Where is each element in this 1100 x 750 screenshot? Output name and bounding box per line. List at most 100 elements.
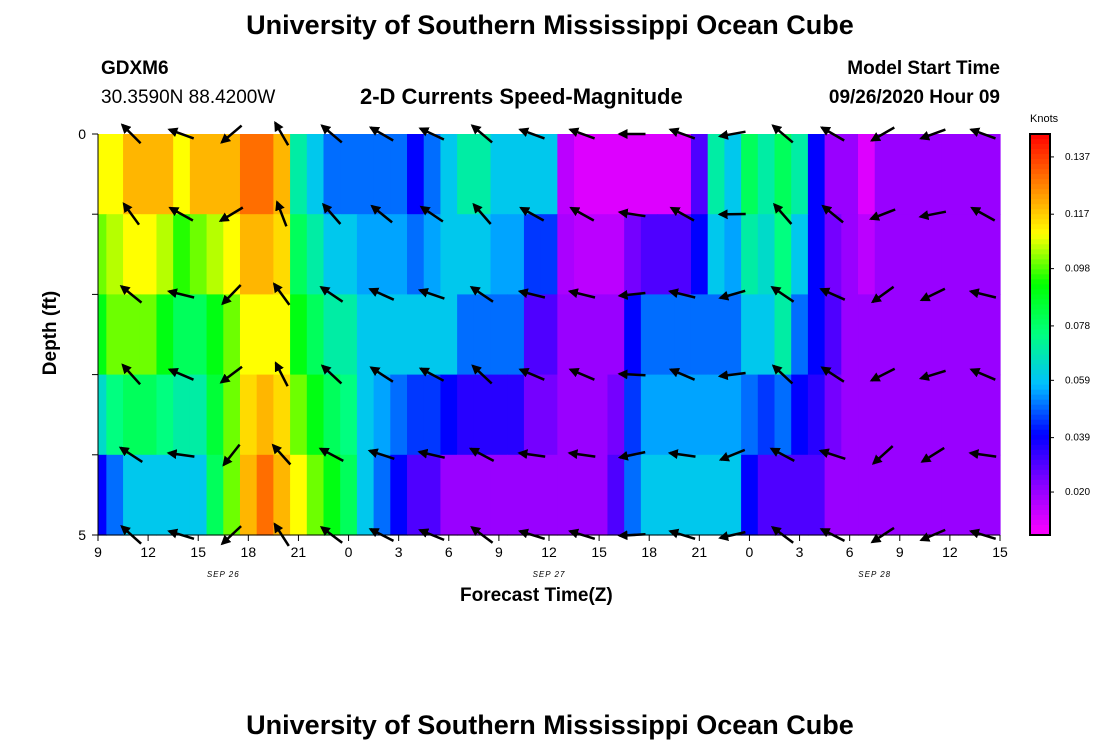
colorbar-segment	[1030, 439, 1050, 446]
colorbar-tick-label: 0.117	[1065, 209, 1090, 220]
heatmap-cell	[991, 294, 1001, 376]
current-arrow	[518, 368, 545, 381]
heatmap-cell	[189, 454, 208, 536]
current-arrow	[122, 202, 141, 226]
heatmap-cell	[340, 454, 358, 536]
heatmap-cell	[791, 294, 809, 376]
heatmap-cell	[457, 134, 475, 215]
heatmap-cell	[290, 374, 308, 456]
heatmap-cell	[991, 214, 1001, 295]
heatmap-cell	[356, 134, 375, 215]
heatmap-cell	[98, 374, 107, 456]
heatmap-cell	[908, 454, 926, 536]
colorbar-segment	[1030, 154, 1050, 160]
heatmap-cell	[774, 294, 792, 376]
current-arrow	[271, 443, 292, 466]
heatmap-cell	[223, 294, 241, 376]
heatmap-cell	[607, 134, 625, 215]
current-arrow	[417, 448, 445, 459]
heatmap-cell	[858, 214, 876, 295]
colorbar-segment	[1030, 529, 1050, 536]
heatmap-cell	[807, 134, 826, 215]
heatmap-cell	[690, 214, 709, 295]
heatmap-cell	[858, 454, 876, 536]
current-arrow	[167, 127, 195, 140]
current-arrow	[118, 446, 143, 463]
heatmap-cell	[841, 134, 859, 215]
heatmap-cell	[290, 454, 308, 536]
heatmap-cell	[490, 454, 508, 536]
heatmap-cell	[256, 294, 274, 376]
colorbar-segment	[1030, 499, 1050, 506]
heatmap-cell	[390, 214, 408, 295]
heatmap-cell	[891, 454, 909, 536]
current-arrow	[275, 200, 288, 227]
current-arrow	[772, 202, 793, 225]
current-arrow	[870, 285, 895, 304]
heatmap-cell	[841, 294, 859, 376]
current-arrow	[769, 447, 795, 463]
heatmap-cell	[390, 294, 408, 376]
current-arrow	[320, 364, 343, 385]
colorbar-segment	[1030, 319, 1050, 326]
colorbar-segment	[1030, 144, 1050, 150]
heatmap-cell	[507, 134, 525, 215]
heatmap-cell	[974, 454, 993, 536]
heatmap-cell	[156, 374, 174, 456]
heatmap-cell	[791, 134, 809, 215]
heatmap-cell	[640, 134, 659, 215]
heatmap-cell	[590, 214, 609, 295]
current-arrow	[869, 208, 896, 221]
current-arrow	[370, 204, 393, 224]
heatmap-cell	[874, 454, 893, 536]
heatmap-cell	[590, 454, 609, 536]
colorbar-segment	[1030, 479, 1050, 486]
heatmap-cell	[624, 374, 642, 456]
heatmap-cell	[523, 374, 542, 456]
x-tick-label: 6	[445, 544, 453, 560]
current-arrow	[918, 210, 947, 221]
heatmap-cell	[974, 214, 993, 295]
x-tick-label: 12	[140, 544, 156, 560]
heatmap-cell	[924, 294, 943, 376]
heatmap-cell	[256, 214, 274, 295]
heatmap-cell	[707, 214, 725, 295]
heatmap-cell	[256, 454, 274, 536]
heatmap-cell	[457, 214, 475, 295]
heatmap-cell	[390, 374, 408, 456]
current-arrow	[569, 206, 595, 222]
colorbar-segment	[1030, 184, 1050, 190]
heatmap-cell	[457, 294, 475, 376]
heatmap-cell	[557, 134, 575, 215]
y-tick-label: 0	[78, 126, 86, 142]
heatmap-cell	[323, 134, 341, 215]
current-arrow	[617, 369, 646, 380]
colorbar-segment	[1030, 384, 1050, 391]
current-arrow	[818, 448, 846, 460]
colorbar-segment	[1030, 289, 1050, 295]
current-arrow	[418, 367, 445, 382]
colorbar-units: Knots	[1030, 113, 1059, 125]
colorbar-segment	[1030, 294, 1050, 301]
heatmap-cell	[557, 214, 575, 295]
heatmap-cell	[841, 374, 859, 456]
colorbar-segment	[1030, 299, 1050, 306]
colorbar-segment	[1030, 374, 1050, 381]
x-tick-label: 21	[692, 544, 708, 560]
heatmap-cell	[407, 214, 425, 295]
colorbar-segment	[1030, 379, 1050, 386]
heatmap-cell	[741, 374, 759, 456]
heatmap-cell	[440, 294, 458, 376]
colorbar-segment	[1030, 329, 1050, 336]
heatmap-cell	[941, 214, 959, 295]
current-arrow	[617, 289, 646, 300]
heatmap-cell	[356, 214, 375, 295]
heatmap-cell	[791, 374, 809, 456]
colorbar-segment	[1030, 204, 1050, 210]
heatmap-cell	[891, 374, 909, 456]
heatmap-cell	[490, 374, 508, 456]
current-arrow	[819, 126, 845, 142]
current-arrow	[969, 368, 996, 381]
current-arrow	[617, 208, 646, 219]
heatmap-cell	[490, 134, 508, 215]
